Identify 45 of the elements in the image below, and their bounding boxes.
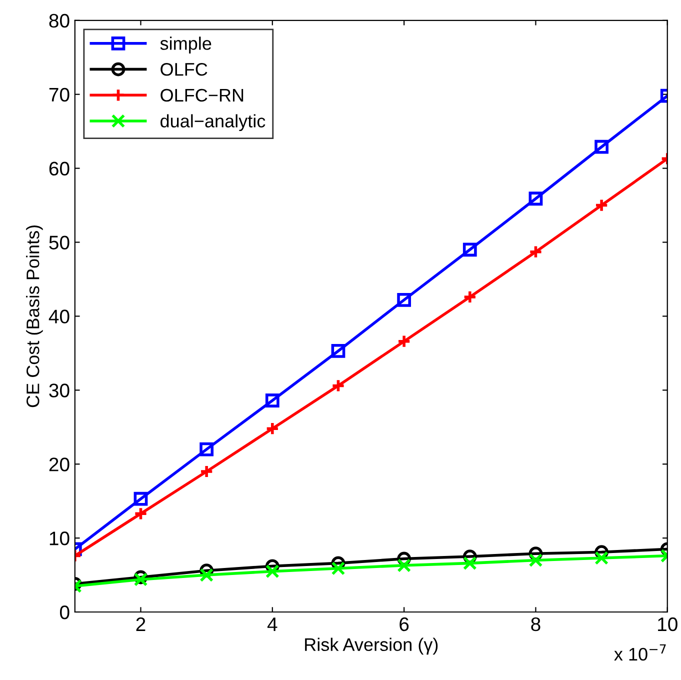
legend-label: dual−analytic [160,114,266,132]
point [397,334,412,348]
text: x 10$^{−7}$ [614,644,666,661]
point [134,506,148,521]
x-tick-label: 2 [136,617,146,631]
point [200,442,214,456]
point [331,344,346,358]
point [528,553,543,568]
point [331,378,346,393]
point [594,551,608,565]
y-tick-label: 40 [48,310,70,324]
legend-label: OLFC [160,62,208,76]
y-tick-label: 60 [49,162,70,176]
point [200,464,214,478]
y-tick-label: 50 [49,236,70,250]
y-tick-label: 10 [50,532,70,546]
point [594,198,608,212]
x-tick-label: 4 [267,618,278,631]
point [265,422,280,436]
point [594,140,608,154]
point [134,572,148,586]
point [200,568,214,582]
point [462,290,477,304]
point [528,192,543,206]
y-tick-label: 30 [49,384,70,398]
y-tick-label: 0 [60,605,70,620]
point [397,558,412,572]
point [462,556,477,570]
point [265,564,280,578]
x-tick-label: 8 [531,617,540,632]
y-tick-label: 80 [49,14,70,28]
x-tick-label: 10 [658,617,678,632]
y-tick-label: 20 [49,458,70,472]
point [331,561,346,576]
legend-label: OLFC−RN [160,88,244,102]
y-tick-label: 70 [49,88,70,102]
legend-label: simple [160,36,212,54]
y-axis-title: CE Cost (Basis Points) [26,226,43,408]
point [265,394,280,408]
x-tick-label: 6 [400,617,409,632]
point [134,492,148,506]
point [462,242,477,257]
x-axis-title: Risk Aversion (γ) [305,638,438,655]
point [397,292,412,307]
point [528,244,543,259]
